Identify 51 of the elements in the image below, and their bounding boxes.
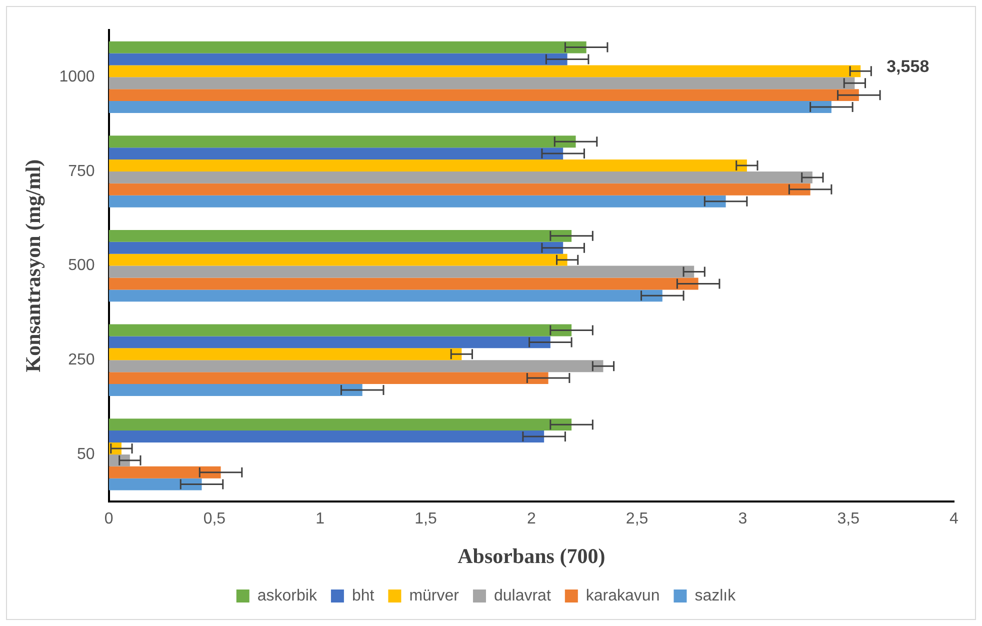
legend-label: karakavun [586,587,660,604]
y-tick-label: 250 [68,352,95,369]
bar [108,360,604,372]
y-tick-label: 750 [68,162,95,180]
bar [108,266,694,278]
bar [108,372,548,384]
bar [108,136,576,148]
bar [108,336,550,348]
bar [108,77,855,90]
bar [108,254,568,266]
bar [108,65,861,78]
x-tick-label: 1 [316,510,325,528]
x-axis-title: Absorbans (700) [458,544,606,568]
bar [108,53,568,66]
bar [108,41,586,54]
legend-label: bht [352,587,375,604]
bar [108,242,564,254]
bar [108,348,462,360]
x-tick-label: 0,5 [203,510,226,528]
annotation: 3,558 [886,56,930,76]
bar [108,478,202,490]
bar [108,148,564,160]
bar [108,230,572,242]
legend-label: dulavrat [494,587,552,604]
y-axis-title: Konsantrasyon (mg/ml) [21,159,46,372]
bar [108,418,572,431]
bar [108,160,747,172]
y-tick-label: 1000 [59,68,95,86]
x-tick-label: 2 [526,510,536,528]
bar [108,101,832,113]
bar [108,290,662,302]
bar [108,430,544,442]
legend-label: mürver [409,587,460,604]
x-tick-label: 3,5 [837,510,860,528]
x-tick-label: 1,5 [414,510,437,528]
bar [108,384,362,396]
x-tick-label: 4 [950,510,959,528]
x-tick-label: 3 [738,510,748,528]
bar [108,195,726,208]
legend-label: askorbik [257,587,318,604]
y-tick-label: 50 [76,446,95,463]
y-tick-label: 500 [68,257,95,274]
bar [108,171,812,184]
bar [108,89,859,102]
bar [108,324,572,336]
bar [108,466,221,478]
bar [108,183,810,196]
x-tick-label: 0 [104,510,114,528]
legend-label: sazlık [694,587,737,604]
bar [108,278,698,290]
x-tick-label: 2,5 [626,510,648,528]
